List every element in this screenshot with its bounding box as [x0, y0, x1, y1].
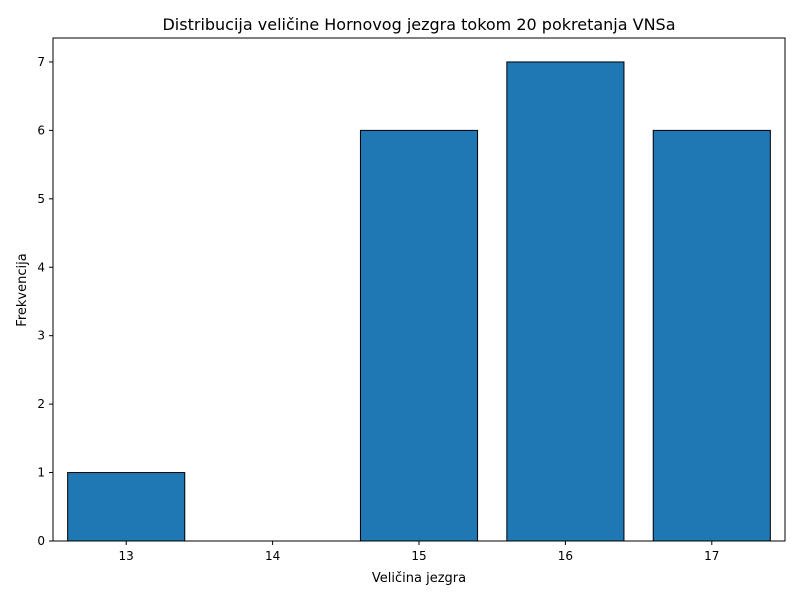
chart-title: Distribucija veličine Hornovog jezgra to… [162, 15, 675, 34]
bar-17 [652, 129, 771, 542]
x-tick-label: 15 [411, 549, 426, 563]
y-tick-label: 6 [37, 123, 45, 137]
y-tick-label: 5 [37, 192, 45, 206]
bar-13 [67, 472, 186, 542]
y-tick-label: 4 [37, 260, 45, 274]
x-tick-label: 14 [265, 549, 280, 563]
y-tick-label: 3 [37, 329, 45, 343]
y-axis-ticks: 0 1 2 3 4 5 6 7 [37, 55, 53, 548]
y-tick-label: 0 [37, 534, 45, 548]
x-tick-label: 13 [119, 549, 134, 563]
x-axis-ticks: 13 14 15 16 17 [119, 541, 719, 563]
x-tick-label: 17 [704, 549, 719, 563]
bar-15 [359, 129, 479, 542]
y-tick-label: 7 [37, 55, 45, 69]
bars-group [67, 61, 771, 542]
x-tick-label: 16 [558, 549, 573, 563]
y-axis-label: Frekvencija [15, 253, 30, 326]
y-tick-label: 2 [37, 397, 45, 411]
y-tick-label: 1 [37, 466, 45, 480]
bar-16 [506, 61, 625, 542]
x-axis-label: Veličina jezgra [372, 571, 466, 586]
